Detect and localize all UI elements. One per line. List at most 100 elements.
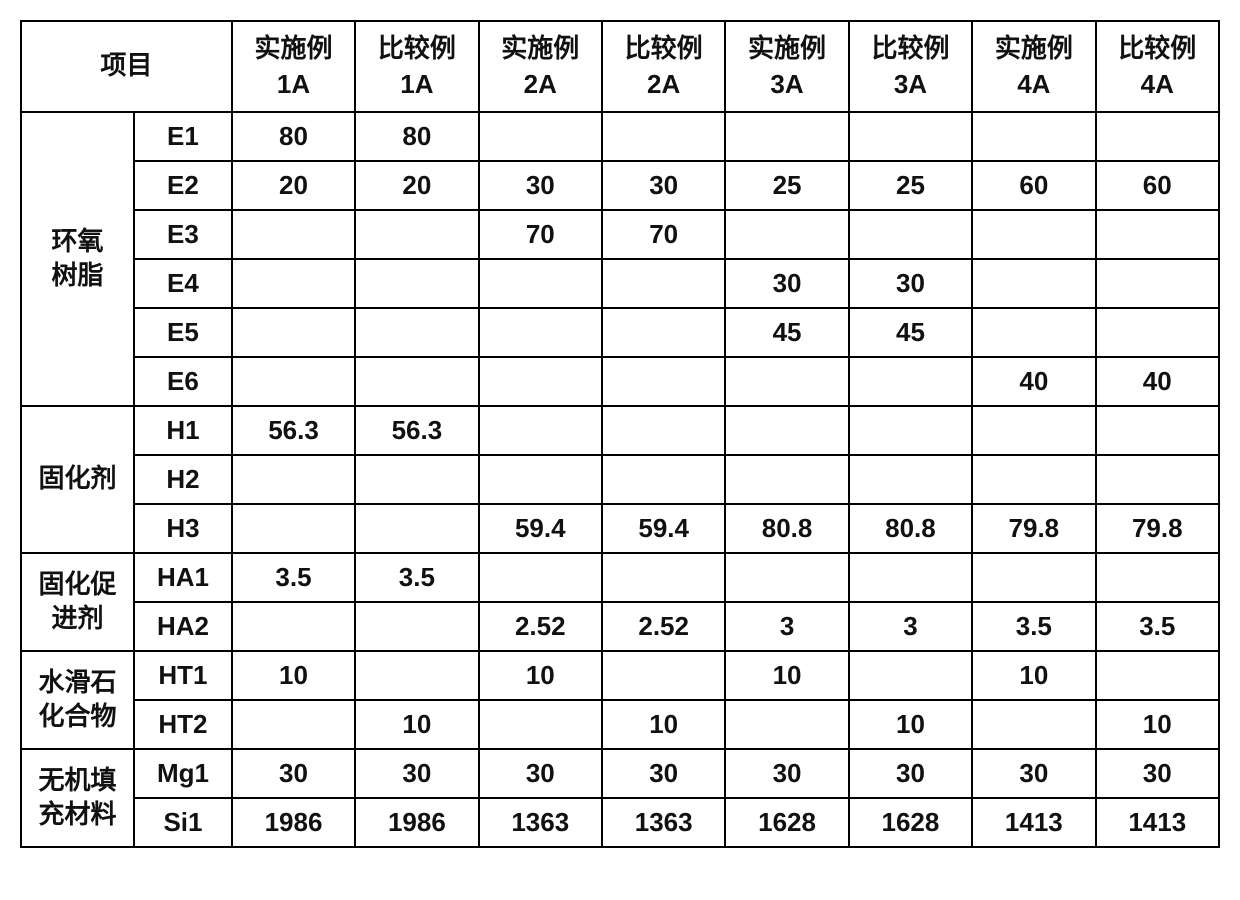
table-row: Si119861986136313631628162814131413 xyxy=(21,798,1219,847)
cell xyxy=(355,504,478,553)
cell xyxy=(1096,210,1219,259)
cell xyxy=(1096,651,1219,700)
cell xyxy=(849,357,972,406)
table-row: E54545 xyxy=(21,308,1219,357)
table-row: 固化促进剂HA13.53.5 xyxy=(21,553,1219,602)
group-label-4: 无机填充材料 xyxy=(21,749,134,847)
column-header-5: 比较例3A xyxy=(849,21,972,112)
group-label-1: 固化剂 xyxy=(21,406,134,553)
cell: 25 xyxy=(725,161,848,210)
cell: 30 xyxy=(972,749,1095,798)
column-header-3: 比较例2A xyxy=(602,21,725,112)
cell: 10 xyxy=(1096,700,1219,749)
cell xyxy=(355,602,478,651)
cell xyxy=(725,553,848,602)
cell xyxy=(232,357,355,406)
cell: 3.5 xyxy=(232,553,355,602)
cell: 80 xyxy=(355,112,478,161)
cell: 1413 xyxy=(1096,798,1219,847)
cell: 3.5 xyxy=(972,602,1095,651)
table-row: H2 xyxy=(21,455,1219,504)
cell: 70 xyxy=(479,210,602,259)
cell xyxy=(1096,308,1219,357)
table-row: E22020303025256060 xyxy=(21,161,1219,210)
composition-table: 项目实施例1A比较例1A实施例2A比较例2A实施例3A比较例3A实施例4A比较例… xyxy=(20,20,1220,848)
cell xyxy=(849,651,972,700)
cell: 30 xyxy=(602,749,725,798)
cell xyxy=(972,455,1095,504)
group-label-3: 水滑石化合物 xyxy=(21,651,134,749)
cell: 56.3 xyxy=(232,406,355,455)
cell: 10 xyxy=(725,651,848,700)
cell: 45 xyxy=(725,308,848,357)
cell xyxy=(972,700,1095,749)
cell xyxy=(972,406,1095,455)
cell xyxy=(725,455,848,504)
cell xyxy=(972,210,1095,259)
cell xyxy=(972,259,1095,308)
cell: 3.5 xyxy=(355,553,478,602)
cell: 10 xyxy=(232,651,355,700)
cell xyxy=(479,406,602,455)
group-label-2: 固化促进剂 xyxy=(21,553,134,651)
cell xyxy=(479,553,602,602)
cell xyxy=(232,259,355,308)
cell: 30 xyxy=(725,259,848,308)
cell: 30 xyxy=(849,749,972,798)
cell: 20 xyxy=(232,161,355,210)
sub-label: HA2 xyxy=(134,602,232,651)
cell: 40 xyxy=(972,357,1095,406)
cell: 59.4 xyxy=(479,504,602,553)
cell xyxy=(725,357,848,406)
cell xyxy=(1096,553,1219,602)
cell: 30 xyxy=(1096,749,1219,798)
sub-label: E4 xyxy=(134,259,232,308)
cell xyxy=(479,259,602,308)
cell xyxy=(602,455,725,504)
cell: 80 xyxy=(232,112,355,161)
cell: 59.4 xyxy=(602,504,725,553)
cell xyxy=(602,357,725,406)
cell: 30 xyxy=(849,259,972,308)
cell xyxy=(355,210,478,259)
cell: 10 xyxy=(972,651,1095,700)
cell: 10 xyxy=(479,651,602,700)
cell xyxy=(232,308,355,357)
cell xyxy=(602,259,725,308)
table-row: E37070 xyxy=(21,210,1219,259)
cell xyxy=(849,210,972,259)
table-row: H359.459.480.880.879.879.8 xyxy=(21,504,1219,553)
cell xyxy=(602,406,725,455)
sub-label: HA1 xyxy=(134,553,232,602)
column-header-2: 实施例2A xyxy=(479,21,602,112)
cell xyxy=(232,455,355,504)
cell: 30 xyxy=(602,161,725,210)
sub-label: E2 xyxy=(134,161,232,210)
cell xyxy=(479,700,602,749)
cell xyxy=(972,308,1095,357)
table-row: 环氧树脂E18080 xyxy=(21,112,1219,161)
cell: 80.8 xyxy=(849,504,972,553)
cell xyxy=(232,602,355,651)
cell: 30 xyxy=(479,161,602,210)
cell: 3.5 xyxy=(1096,602,1219,651)
cell xyxy=(355,651,478,700)
cell: 1363 xyxy=(479,798,602,847)
cell: 1986 xyxy=(232,798,355,847)
cell: 40 xyxy=(1096,357,1219,406)
sub-label: H1 xyxy=(134,406,232,455)
cell: 30 xyxy=(479,749,602,798)
cell: 60 xyxy=(972,161,1095,210)
cell: 3 xyxy=(849,602,972,651)
sub-label: E3 xyxy=(134,210,232,259)
cell: 10 xyxy=(355,700,478,749)
cell xyxy=(1096,406,1219,455)
table-row: HT210101010 xyxy=(21,700,1219,749)
cell xyxy=(1096,455,1219,504)
cell xyxy=(602,112,725,161)
sub-label: H2 xyxy=(134,455,232,504)
cell: 1413 xyxy=(972,798,1095,847)
cell: 25 xyxy=(849,161,972,210)
sub-label: HT2 xyxy=(134,700,232,749)
sub-label: E1 xyxy=(134,112,232,161)
